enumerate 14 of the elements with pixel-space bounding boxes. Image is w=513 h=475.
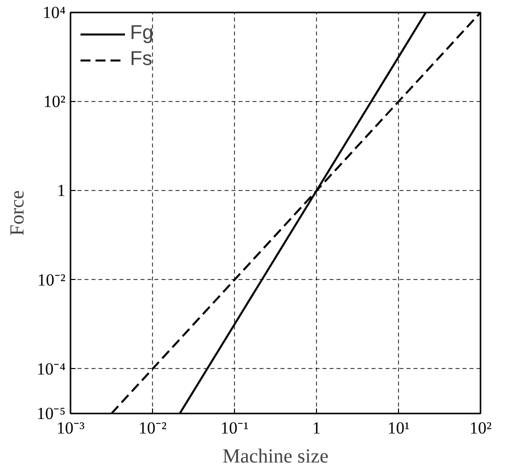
y-tick-label: 10⁻⁴ bbox=[36, 359, 66, 378]
x-tick-label: 10¹ bbox=[387, 418, 410, 438]
y-axis-title: Force bbox=[6, 190, 29, 236]
x-axis-title: Machine size bbox=[222, 446, 329, 468]
x-tick-label: 1 bbox=[312, 418, 321, 438]
x-tick-label: 10² bbox=[469, 418, 492, 438]
y-tick-label: 10² bbox=[43, 92, 66, 112]
y-tick-label: 1 bbox=[57, 181, 66, 200]
y-tick-label: 10⁻² bbox=[37, 270, 66, 290]
x-tick-label: 10⁻¹ bbox=[220, 418, 249, 438]
x-tick-label: 10⁻² bbox=[138, 418, 167, 438]
y-tick-label: 10⁴ bbox=[42, 3, 66, 22]
legend-label: Fs bbox=[130, 48, 152, 71]
legend-label: Fg bbox=[130, 22, 154, 45]
